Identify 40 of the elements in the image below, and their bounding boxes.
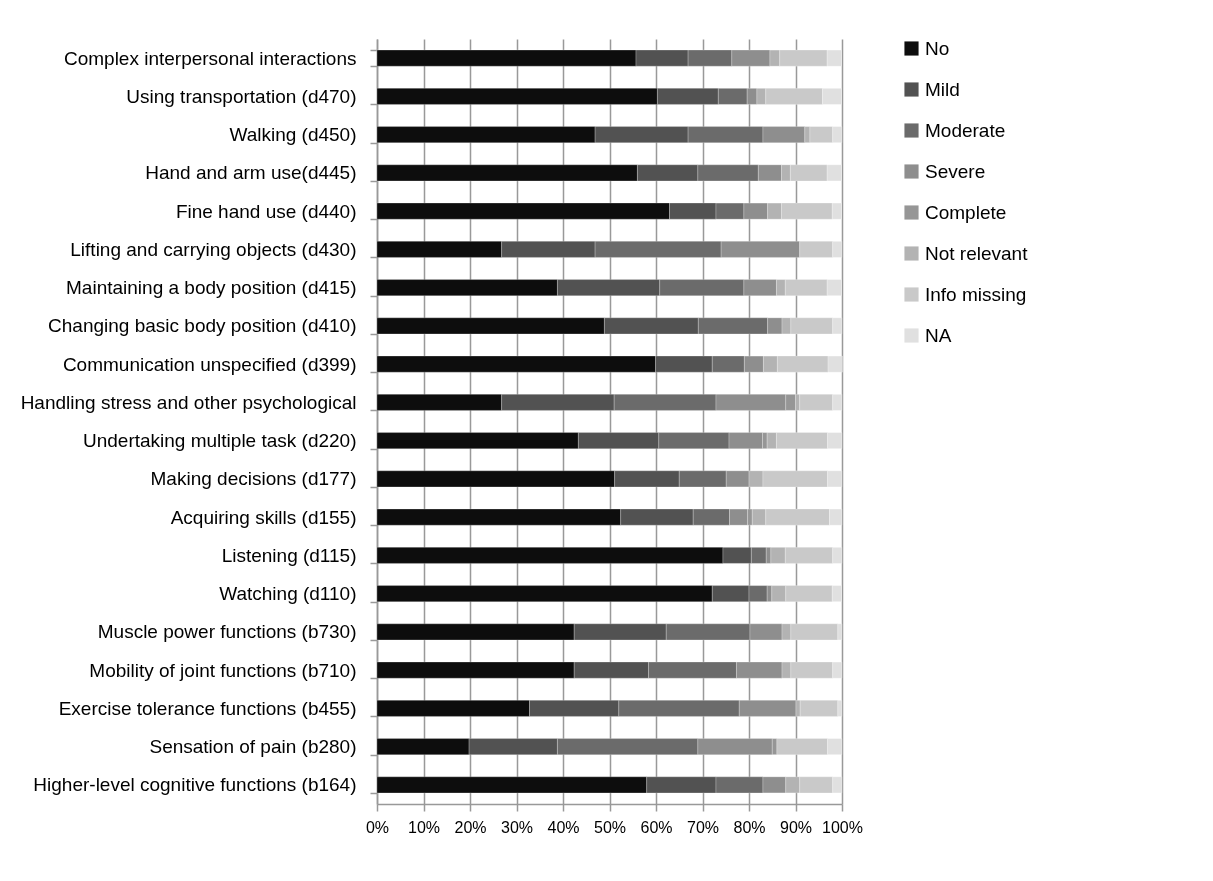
x-tick-label: 20% bbox=[454, 818, 487, 836]
y-tick-label: Using transportation (d470) bbox=[126, 85, 357, 107]
legend-label: Severe bbox=[925, 160, 986, 182]
x-tick-label: 10% bbox=[407, 818, 441, 836]
x-tick-label: 60% bbox=[640, 818, 673, 836]
legend-label: Info missing bbox=[925, 283, 1027, 305]
legend-label: No bbox=[925, 37, 950, 59]
y-tick-label: Lifting and carrying objects (d430) bbox=[70, 238, 357, 260]
y-tick-label: Hand and arm use(d445) bbox=[145, 162, 357, 184]
y-tick-label: Undertaking multiple task (d220) bbox=[82, 430, 357, 452]
y-tick-label: Sensation of pain (b280) bbox=[149, 736, 357, 758]
x-tick-label: 90% bbox=[779, 818, 813, 836]
y-tick-label: Muscle power functions (b730) bbox=[97, 621, 357, 643]
y-tick-label: Handling stress and other psychological bbox=[20, 391, 357, 413]
x-tick-label: 0% bbox=[365, 818, 390, 836]
y-tick-label: Listening (d115) bbox=[221, 544, 357, 566]
y-tick-label: Watching (d110) bbox=[219, 583, 357, 605]
y-tick-label: Mobility of joint functions (b710) bbox=[89, 659, 357, 681]
bar bbox=[799, 700, 839, 717]
y-tick-label: Making decisions (d177) bbox=[150, 468, 357, 490]
x-tick-label: 70% bbox=[686, 818, 720, 836]
y-tick-label: Fine hand use (d440) bbox=[175, 200, 357, 222]
legend-label: Mild bbox=[925, 78, 960, 100]
x-tick-label: 30% bbox=[500, 818, 534, 836]
y-tick-label: Higher-level cognitive functions (b164) bbox=[33, 774, 357, 796]
x-tick-label: 80% bbox=[733, 818, 766, 836]
legend-label: Complete bbox=[925, 201, 1007, 223]
legend-label: Not relevant bbox=[925, 242, 1029, 264]
y-tick-label: Communication unspecified (d399) bbox=[62, 353, 357, 375]
y-tick-label: Walking (d450) bbox=[229, 124, 357, 146]
legend-label: NA bbox=[925, 324, 952, 346]
x-tick-label: 40% bbox=[547, 818, 580, 836]
y-tick-label: Acquiring skills (d155) bbox=[170, 506, 357, 528]
legend-label: Moderate bbox=[925, 119, 1006, 141]
y-tick-label: Complex interpersonal interactions bbox=[63, 47, 357, 69]
x-tick-label: 50% bbox=[593, 818, 627, 836]
y-tick-label: Changing basic body position (d410) bbox=[48, 315, 357, 337]
y-tick-label: Maintaining a body position (d415) bbox=[66, 277, 357, 299]
y-tick-label: Exercise tolerance functions (b455) bbox=[58, 697, 357, 719]
x-tick-label: 100% bbox=[822, 818, 863, 836]
